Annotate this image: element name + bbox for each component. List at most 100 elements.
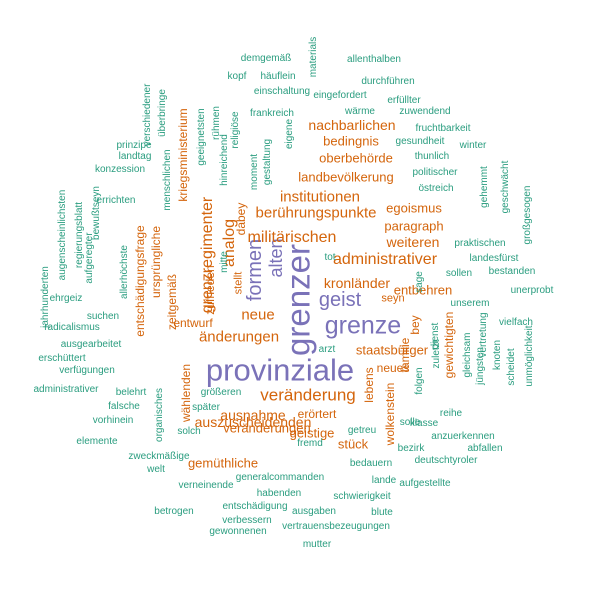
cloud-word: oberbehörde	[319, 150, 393, 166]
cloud-word: bezirk	[397, 443, 425, 454]
cloud-word: durchführen	[361, 76, 415, 87]
cloud-word: solch	[177, 426, 201, 437]
cloud-word: geistige	[289, 425, 335, 441]
cloud-word: fremd	[297, 438, 323, 449]
cloud-word: berührungspunkte	[255, 204, 377, 222]
cloud-word: errichten	[96, 195, 136, 206]
cloud-word: prinzipe	[116, 140, 152, 151]
cloud-word: formen	[244, 238, 266, 302]
cloud-word: größeren	[200, 387, 242, 398]
cloud-word: verfügungen	[59, 365, 115, 376]
cloud-word: wählenden	[179, 363, 193, 423]
cloud-word: abfallen	[467, 443, 503, 454]
cloud-word: erschüttert	[38, 353, 86, 364]
cloud-word: gestaltung	[262, 138, 273, 186]
cloud-word: kriegsministerium	[176, 108, 190, 202]
cloud-word: landtag	[118, 151, 152, 162]
cloud-word: lande	[371, 475, 397, 486]
cloud-word: administrativer	[332, 251, 438, 268]
cloud-word: schwierigkeit	[333, 491, 391, 502]
cloud-word: praktischen	[454, 238, 506, 249]
cloud-word: belehrt	[115, 387, 147, 398]
cloud-word: paragraph	[384, 218, 444, 234]
cloud-word: egoismus	[386, 200, 442, 216]
cloud-word: entschädigung	[222, 501, 288, 512]
cloud-word: jüngsten	[475, 347, 486, 385]
cloud-word: änderungen	[198, 328, 280, 346]
cloud-word: vorhinein	[92, 415, 134, 426]
cloud-word: scheidet	[506, 348, 517, 386]
cloud-word: knoten	[492, 339, 503, 371]
cloud-word: deutschtyroler	[414, 455, 478, 466]
cloud-word: veränderung	[260, 385, 356, 405]
cloud-word: winter	[459, 140, 487, 151]
cloud-word: moment	[249, 153, 260, 191]
cloud-word: arzt	[318, 344, 336, 355]
cloud-word: suchen	[86, 311, 120, 322]
cloud-word: bedingnis	[323, 133, 379, 149]
cloud-word: bey	[408, 315, 422, 335]
cloud-word: aufgeregter	[84, 232, 95, 284]
cloud-word: frankreich	[250, 108, 294, 119]
cloud-word: entwurf	[173, 316, 213, 330]
cloud-word: unerprobt	[510, 285, 554, 296]
cloud-word: nachbarlichen	[308, 117, 396, 133]
cloud-word: grenze	[324, 311, 402, 340]
cloud-word: kopf	[227, 71, 247, 82]
cloud-word: gemüthliche	[187, 455, 259, 471]
cloud-word: provinziale	[205, 352, 355, 388]
cloud-word: verbessern	[222, 515, 272, 526]
cloud-word: reihe	[439, 408, 463, 419]
cloud-word: unserem	[450, 298, 490, 309]
cloud-word: institutionen	[279, 188, 361, 206]
cloud-word: häuflein	[260, 71, 296, 82]
cloud-word: militärischen	[247, 229, 337, 246]
cloud-word: tot	[324, 252, 336, 263]
cloud-word: mitte	[219, 251, 230, 273]
cloud-word: organisches	[154, 388, 165, 442]
cloud-word: neues	[376, 361, 410, 375]
cloud-word: ausgearbeitet	[60, 339, 122, 350]
cloud-word: solle	[399, 417, 421, 428]
cloud-word: geschwächt	[500, 160, 511, 214]
cloud-word: politischer	[412, 167, 458, 178]
cloud-word: klasse	[409, 418, 439, 429]
cloud-word: eingefordert	[313, 90, 367, 101]
cloud-word: ehrgeiz	[49, 293, 83, 304]
cloud-word: wolkenstein	[383, 382, 397, 446]
cloud-word: eigene	[284, 118, 295, 150]
cloud-word: gesundheit	[395, 136, 445, 147]
cloud-word: verneinende	[178, 480, 234, 491]
cloud-word: dabey	[234, 202, 248, 236]
cloud-word: falsche	[108, 401, 140, 412]
cloud-word: habenden	[256, 488, 302, 499]
cloud-word: dienst	[430, 322, 441, 350]
cloud-word: getreu	[347, 425, 377, 436]
cloud-word: gewichtigten	[442, 311, 456, 379]
cloud-word: allerhöchste	[119, 245, 130, 299]
cloud-word: ausnahme	[220, 407, 286, 423]
cloud-word: zufrieden	[203, 265, 217, 315]
cloud-word: grenzer	[279, 244, 317, 356]
cloud-word: zuwendend	[399, 106, 451, 117]
cloud-word: anzuerkennen	[431, 431, 495, 442]
cloud-word: ausgaben	[292, 506, 336, 517]
cloud-word: gleichsam	[462, 332, 473, 378]
cloud-word: blute	[371, 507, 393, 518]
cloud-word: überbringe	[157, 89, 168, 137]
cloud-word: sollen	[445, 268, 473, 279]
cloud-word: geist	[318, 289, 362, 311]
cloud-word: radicalismus	[44, 322, 100, 333]
cloud-word: materials	[308, 36, 319, 78]
cloud-word: weiteren	[386, 234, 440, 250]
cloud-word: entbehren	[393, 282, 453, 298]
cloud-word: augenscheinlichsten	[57, 189, 68, 281]
cloud-word: familie	[398, 337, 412, 373]
cloud-word: großgesogen	[522, 185, 533, 245]
cloud-word: aufgestellte	[399, 478, 451, 489]
cloud-word: bestanden	[488, 266, 536, 277]
cloud-word: später	[192, 402, 220, 413]
cloud-word: verschiedener	[142, 83, 153, 147]
cloud-word: sage	[414, 271, 425, 293]
